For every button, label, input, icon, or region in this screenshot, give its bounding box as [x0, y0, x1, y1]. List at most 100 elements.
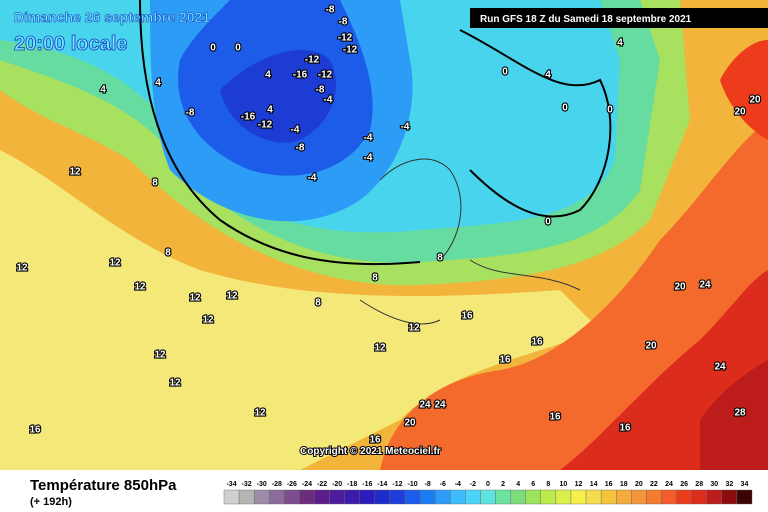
isotherm-label: -4	[324, 95, 333, 106]
scale-swatch	[253, 489, 270, 505]
isotherm-labels: -8-8-12-12-12-16 -12-8-4-12-16-8-4-8-4-4-…	[15, 4, 762, 447]
run-box	[470, 8, 768, 28]
scale-swatch	[510, 489, 526, 505]
scale-label: -6	[440, 481, 446, 488]
scale-swatch	[631, 489, 647, 505]
isotherm-label: 8	[165, 248, 171, 259]
scale-label: -4	[455, 481, 461, 488]
scale-label: -10	[408, 481, 418, 488]
map-date: Dimanche 26 septembre 2021	[14, 9, 210, 25]
scale-label: 16	[605, 481, 613, 488]
scale-swatch	[329, 489, 345, 505]
isotherm-label: 12	[109, 258, 121, 269]
isotherm-label: 12	[154, 350, 166, 361]
isotherm-label: 20	[734, 107, 746, 118]
scale-swatch	[465, 489, 481, 505]
scale-swatch	[314, 489, 330, 505]
scale-swatch	[480, 489, 496, 505]
scale-label: 8	[546, 481, 550, 488]
isotherm-label: -12	[305, 55, 320, 66]
isotherm-label: 8	[437, 253, 443, 264]
scale-swatch	[540, 489, 557, 505]
isotherm-label: 0	[235, 43, 241, 54]
scale-swatch	[555, 489, 572, 505]
scale-label: 28	[695, 481, 703, 488]
isotherm-label: 12	[134, 282, 146, 293]
isotherm-label: 28	[734, 408, 746, 419]
scale-swatch	[706, 489, 723, 505]
scale-label: -2	[470, 481, 476, 488]
isotherm-label: -16	[241, 112, 256, 123]
color-scale: -34 -32 -30 -28 -26 -24 -22 -20 -18 -16 -14 -12 -10-…	[223, 481, 753, 505]
isotherm-label: 16	[619, 423, 631, 434]
scale-label: -12	[392, 481, 402, 488]
isotherm-label: 4	[267, 105, 273, 116]
scale-label: -28	[272, 481, 282, 488]
isotherm-label: -4	[364, 153, 373, 164]
isotherm-label: 0	[607, 105, 613, 116]
isotherm-label: 12	[69, 167, 81, 178]
scale-label: 2	[501, 481, 505, 488]
scale-label: -14	[377, 481, 387, 488]
scale-label: 32	[725, 481, 733, 488]
isotherm-label: 16	[499, 355, 511, 366]
isotherm-label: -4	[401, 122, 410, 133]
scale-label: 12	[575, 481, 583, 488]
isotherm-label: 12	[374, 343, 386, 354]
scale-label: 4	[516, 481, 520, 488]
scale-swatch	[585, 489, 602, 505]
isotherm-label: -12	[338, 33, 353, 44]
isotherm-label: 4	[155, 78, 161, 89]
isotherm-label: 16	[531, 337, 543, 348]
scale-swatch	[269, 489, 285, 505]
isotherm-label: -12	[258, 120, 273, 131]
scale-label: 14	[590, 481, 598, 488]
isotherm-label: 16	[549, 412, 561, 423]
isotherm-label: 12	[16, 263, 28, 274]
scale-swatch	[374, 489, 391, 505]
isotherm-label: 20	[404, 418, 416, 429]
isotherm-label: 12	[408, 323, 420, 334]
scale-swatch	[525, 489, 542, 505]
isotherm-label: -4	[291, 125, 300, 136]
isotherm-label: 20	[749, 95, 761, 106]
isotherm-label: -8	[326, 5, 335, 16]
isotherm-label: 4	[100, 85, 106, 96]
scale-swatch	[238, 489, 255, 505]
scale-label: 24	[665, 481, 673, 488]
isotherm-label: 4	[265, 70, 271, 81]
scale-swatch	[299, 489, 315, 505]
isotherm-label: 16	[461, 311, 473, 322]
scale-label: -20	[332, 481, 342, 488]
scale-swatch	[284, 489, 300, 505]
scale-label: -26	[287, 481, 297, 488]
isotherm-label: 12	[254, 408, 266, 419]
isotherm-label: 8	[372, 273, 378, 284]
map-fields	[0, 0, 768, 470]
scale-swatch	[600, 489, 617, 505]
scale-swatch	[404, 489, 421, 505]
scale-label: 18	[620, 481, 628, 488]
scale-swatch	[616, 489, 632, 505]
scale-swatch	[721, 489, 738, 505]
scale-label: -32	[242, 481, 252, 488]
isotherm-label: -8	[339, 17, 348, 28]
isotherm-label: -4	[364, 133, 373, 144]
scale-swatch	[359, 489, 376, 505]
isotherm-label: -8	[186, 108, 195, 119]
scale-swatch	[676, 489, 692, 505]
isotherm-label: 12	[226, 291, 238, 302]
isotherm-label: -16	[293, 70, 308, 81]
scale-swatch	[736, 489, 753, 505]
isotherm-label: 12	[189, 293, 201, 304]
footer-title: Température 850hPa	[30, 477, 177, 494]
isotherm-label: -8	[316, 85, 325, 96]
scale-label: 10	[560, 481, 568, 488]
scale-label: -24	[302, 481, 312, 488]
scale-label: 34	[741, 481, 749, 488]
scale-label: -34	[226, 481, 236, 488]
isotherm-label: 12	[169, 378, 181, 389]
isotherm-label: -8	[296, 143, 305, 154]
isotherm-label: -12	[343, 45, 358, 56]
